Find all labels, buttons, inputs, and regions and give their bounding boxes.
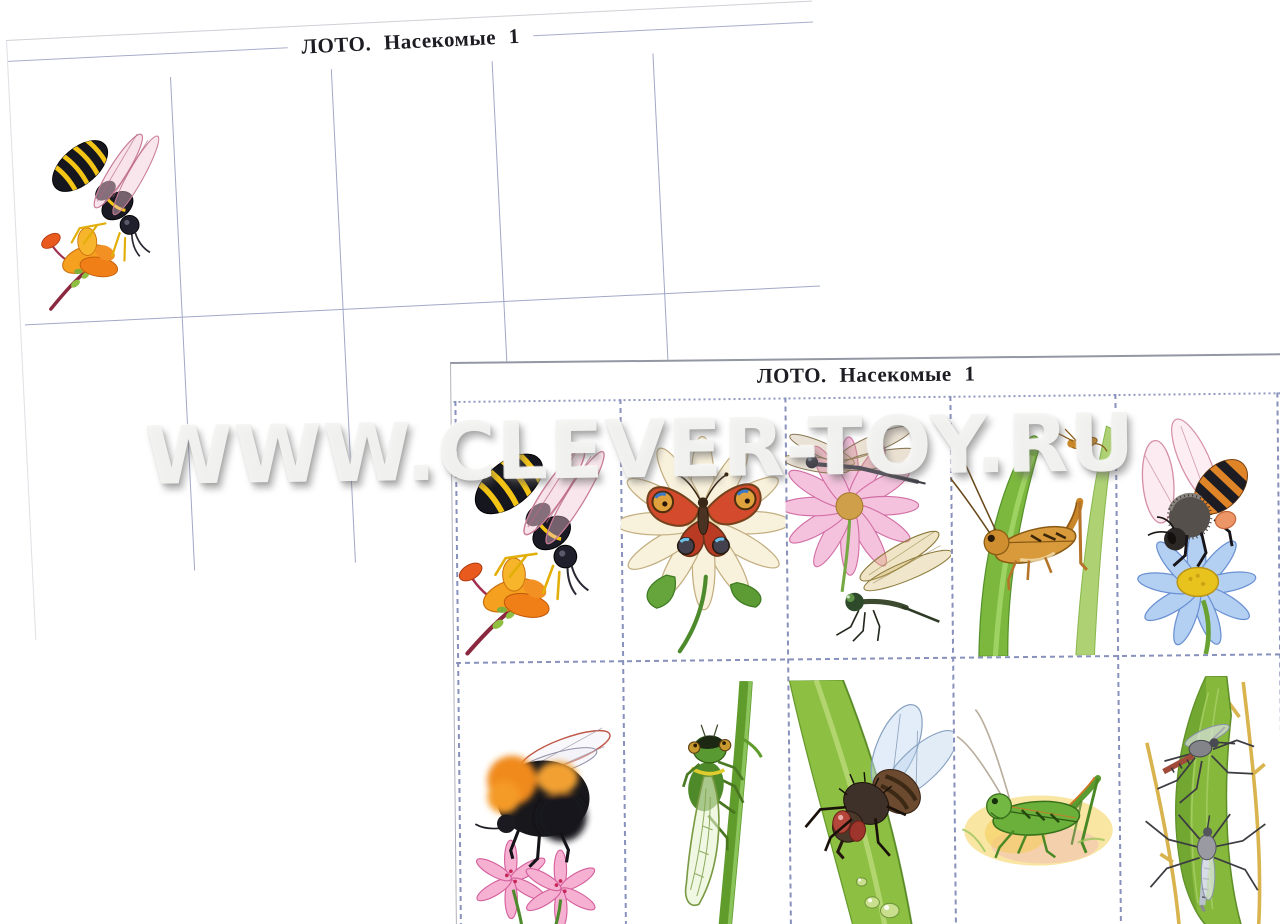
cell-mosquitoes <box>1117 653 1280 924</box>
cell-wasp <box>454 402 622 662</box>
front-card-title: ЛОТО. Насекомые 1 <box>756 361 976 388</box>
back-card-cells <box>32 85 181 325</box>
back-card-title-bar: ЛОТО. Насекомые 1 <box>7 10 814 74</box>
lotto-card-front: ЛОТО. Насекомые 1 <box>450 353 1280 924</box>
cell-cicada <box>622 658 790 924</box>
cell-wasp <box>32 85 181 325</box>
bee-illustration <box>1114 395 1280 655</box>
wasp-illustration <box>32 85 181 325</box>
grasshopper-leaf-illustration <box>949 397 1117 657</box>
back-card-title: ЛОТО. Насекомые 1 <box>300 23 521 59</box>
mosquitoes-illustration <box>1117 653 1280 924</box>
grid-line-vertical <box>330 69 356 563</box>
cicada-illustration <box>622 658 790 924</box>
grid-line-vertical <box>170 76 196 571</box>
title-rule-left <box>451 376 743 380</box>
cell-bumblebee <box>457 660 625 924</box>
title-rule-right <box>533 21 814 37</box>
cell-bee <box>1114 395 1280 655</box>
bumblebee-illustration <box>457 660 625 924</box>
cell-butterfly <box>619 401 787 661</box>
title-rule-left <box>8 47 288 62</box>
cell-grasshopper-leaf <box>949 397 1117 657</box>
wasp-illustration <box>454 402 622 662</box>
green-grasshopper-illustration <box>952 655 1120 924</box>
title-rule-right <box>989 370 1280 374</box>
cell-dragonflies <box>784 399 952 659</box>
front-card-title-bar: ЛОТО. Насекомые 1 <box>451 358 1280 392</box>
front-card-cells <box>454 395 1280 924</box>
fly-illustration <box>787 657 955 924</box>
dragonflies-illustration <box>784 399 952 659</box>
butterfly-illustration <box>619 401 787 661</box>
cell-green-grasshopper <box>952 655 1120 924</box>
cell-fly <box>787 657 955 924</box>
